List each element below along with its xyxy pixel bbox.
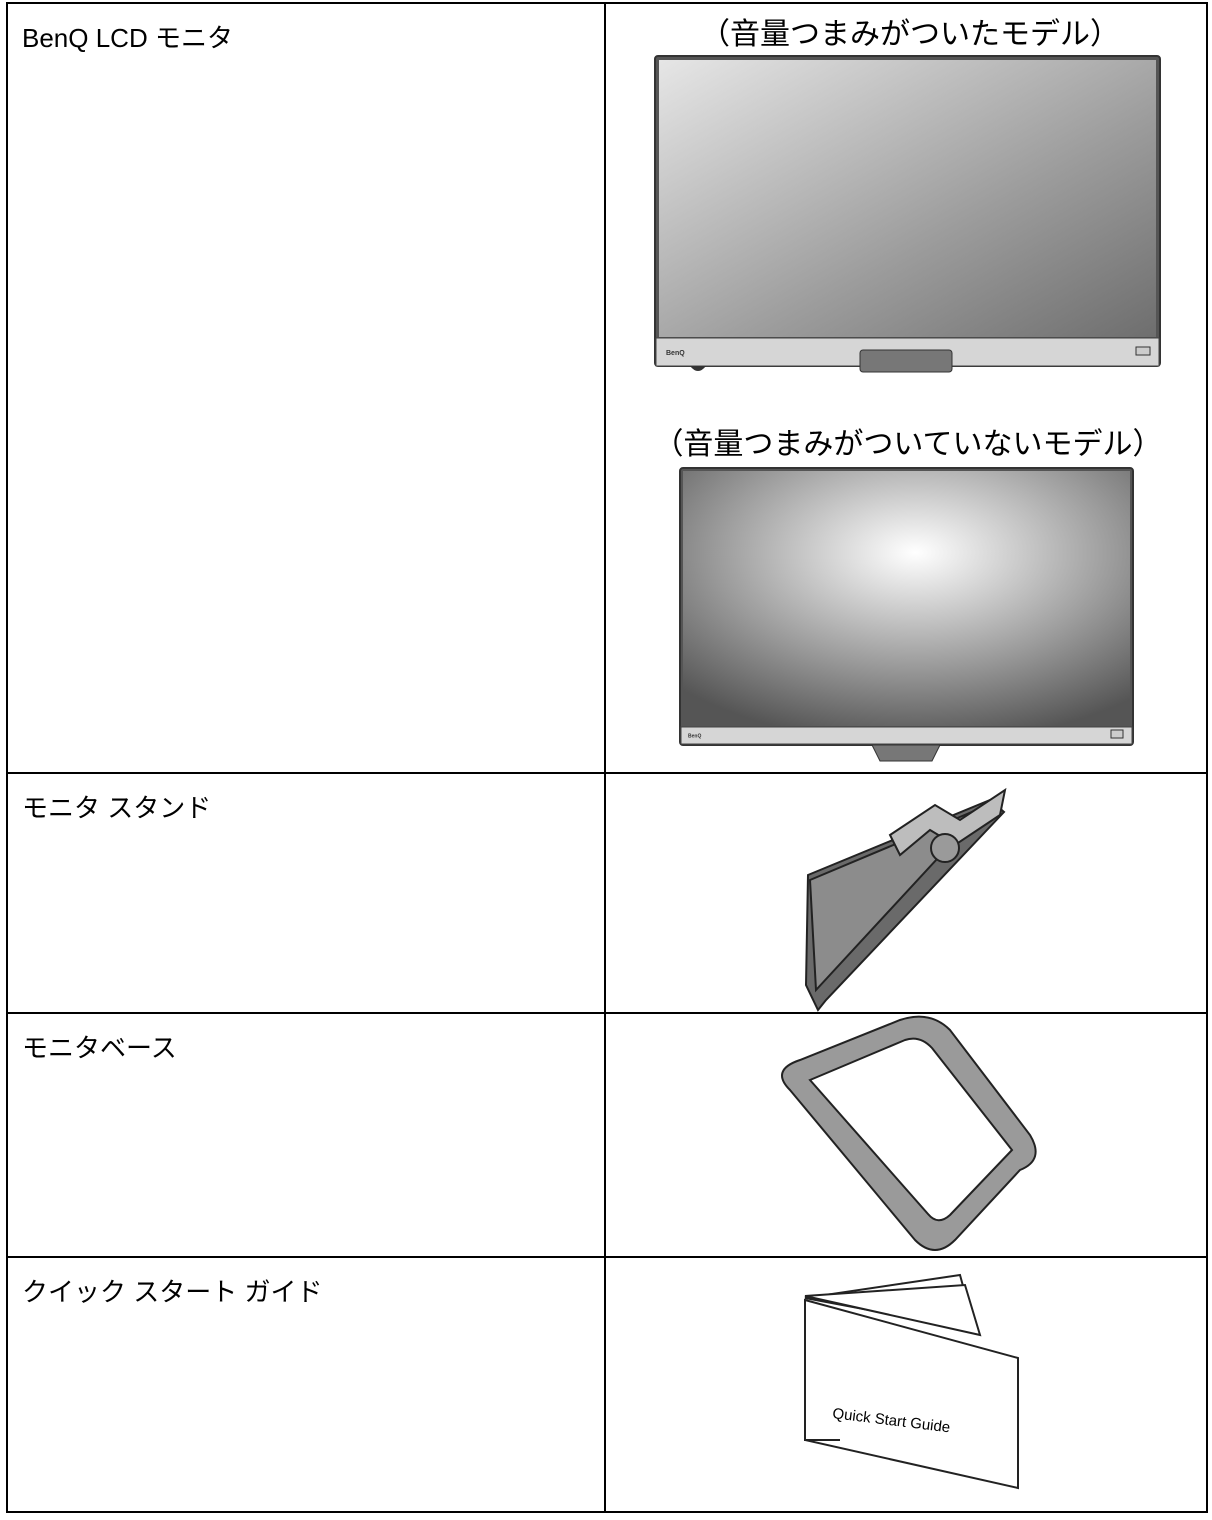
item-name: BenQ LCD モニタ xyxy=(22,23,233,53)
stand-illustration xyxy=(804,787,1007,1012)
monitor-illustration: BenQ xyxy=(679,467,1134,762)
table-borders xyxy=(6,2,1208,1513)
brand-logo: BenQ xyxy=(688,733,701,739)
monitor-illustration: BenQ xyxy=(654,55,1161,373)
item-name: モニタ スタンド xyxy=(22,793,212,823)
item-name: クイック スタート ガイド xyxy=(22,1277,323,1307)
image-caption: （音量つまみがついていないモデル） xyxy=(653,428,1162,461)
guide-illustration: Quick Start Guide xyxy=(804,1273,1019,1490)
item-name: モニタベース xyxy=(22,1033,177,1063)
base-illustration xyxy=(781,1015,1037,1251)
brand-logo: BenQ xyxy=(666,350,685,357)
image-caption: （音量つまみがついたモデル） xyxy=(700,18,1120,51)
